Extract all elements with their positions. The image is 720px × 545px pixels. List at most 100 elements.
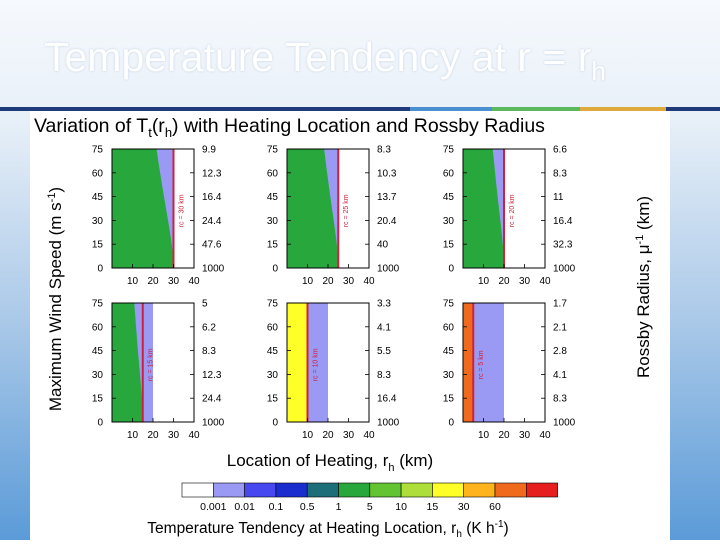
y-tick-label: 0 xyxy=(97,418,103,429)
x-tick-label: 20 xyxy=(147,276,159,287)
right-tick-label: 5.5 xyxy=(377,346,391,357)
right-tick-label: 1000 xyxy=(202,264,225,275)
y-axis-label: Maximum Wind Speed (m s-1) xyxy=(46,187,65,411)
colorbar-swatch xyxy=(494,482,527,498)
right-tick-label: 12.3 xyxy=(202,370,222,381)
y-tick-label: 45 xyxy=(267,192,279,203)
y-tick-label: 75 xyxy=(443,145,455,156)
colorbar-tick-label: 0.001 xyxy=(200,501,226,513)
right-tick-label: 13.7 xyxy=(377,192,397,203)
y-tick-label: 30 xyxy=(443,216,455,227)
right-tick-label: 4.1 xyxy=(553,370,567,381)
contour-band xyxy=(287,303,308,422)
colorbar-swatch xyxy=(463,482,496,498)
colorbar-tick-label: 10 xyxy=(395,501,407,513)
x-tick-label: 30 xyxy=(519,430,531,441)
x-tick-label: 10 xyxy=(127,430,139,441)
colorbar-tick-label: 60 xyxy=(489,501,501,513)
x-tick-label: 20 xyxy=(322,276,334,287)
y-tick-label: 0 xyxy=(97,264,103,275)
y-tick-label: 30 xyxy=(92,370,104,381)
right-tick-label: 1000 xyxy=(377,418,400,429)
contour-band xyxy=(463,303,474,422)
figure-panel: Variation of Tt(rh) with Heating Locatio… xyxy=(30,111,670,540)
right-tick-label: 32.3 xyxy=(553,240,573,251)
right-tick-label: 9.9 xyxy=(202,145,216,156)
y-tick-label: 15 xyxy=(443,240,455,251)
right-tick-label: 1000 xyxy=(553,418,576,429)
colorbar: 0.001 0.01 0.1 0.5 1 5 10 15 30 60 xyxy=(181,482,558,513)
accent-segment xyxy=(666,107,720,111)
y-tick-label: 15 xyxy=(267,394,279,405)
right-tick-label: 20.4 xyxy=(377,216,397,227)
rc-label: rc = 10 km xyxy=(313,348,320,381)
x-tick-label: 30 xyxy=(343,276,355,287)
contour-band xyxy=(112,149,174,268)
chart-figure: Variation of Tt(rh) with Heating Locatio… xyxy=(34,115,653,540)
accent-segment xyxy=(580,107,666,111)
contour-band xyxy=(463,149,504,268)
x-tick-label: 10 xyxy=(302,276,314,287)
y-tick-label: 60 xyxy=(267,322,279,333)
right-tick-label: 2.8 xyxy=(553,346,567,357)
colorbar-tick-label: 30 xyxy=(458,501,470,513)
right-tick-label: 16.4 xyxy=(553,216,573,227)
y-tick-label: 15 xyxy=(267,240,279,251)
right-tick-label: 8.3 xyxy=(202,346,216,357)
colorbar-tick-label: 0.01 xyxy=(234,501,255,513)
y-tick-label: 60 xyxy=(443,322,455,333)
y-tick-label: 75 xyxy=(267,299,279,310)
right-tick-label: 8.3 xyxy=(553,394,567,405)
plot-panel: rc = 20 km 10 20 30 40 0 1000 15 32.3 30 16.4 45 11 6… xyxy=(443,145,576,288)
x-tick-label: 10 xyxy=(302,430,314,441)
right-tick-label: 1000 xyxy=(377,264,400,275)
colorbar-tick-label: 0.1 xyxy=(269,501,284,513)
colorbar-tick-label: 15 xyxy=(427,501,439,513)
x-tick-label: 10 xyxy=(478,430,490,441)
colorbar-swatch xyxy=(338,482,371,498)
y-tick-label: 30 xyxy=(267,216,279,227)
y-tick-label: 75 xyxy=(92,299,104,310)
rc-label: rc = 15 km xyxy=(148,348,155,381)
y-tick-label: 30 xyxy=(443,370,455,381)
y-tick-label: 60 xyxy=(267,168,279,179)
right-tick-label: 3.3 xyxy=(377,299,391,310)
right-tick-label: 2.1 xyxy=(553,322,567,333)
colorbar-swatch xyxy=(213,482,245,498)
x-tick-label: 20 xyxy=(322,430,334,441)
x-tick-label: 30 xyxy=(168,430,180,441)
y-tick-label: 45 xyxy=(267,346,279,357)
title-accent-bar xyxy=(410,107,720,111)
y-tick-label: 75 xyxy=(443,299,455,310)
colorbar-tick-label: 1 xyxy=(336,501,342,513)
colorbar-swatch xyxy=(275,482,308,498)
right-tick-label: 16.4 xyxy=(377,394,397,405)
plot-panel: rc = 25 km 10 20 30 40 0 1000 15 40 30 20.4 45 13.7 6… xyxy=(267,145,400,288)
rc-label: rc = 5 km xyxy=(478,350,485,379)
rc-label: rc = 20 km xyxy=(509,194,516,227)
contour-band xyxy=(112,303,143,422)
y-tick-label: 15 xyxy=(92,240,104,251)
y-tick-label: 0 xyxy=(448,264,454,275)
x-tick-label: 30 xyxy=(519,276,531,287)
x-tick-label: 40 xyxy=(188,430,200,441)
rc-label: rc = 25 km xyxy=(343,194,350,227)
right-axis-label: Rossby Radius, μ-1 (km) xyxy=(634,196,653,378)
right-tick-label: 8.3 xyxy=(377,145,391,156)
y-tick-label: 15 xyxy=(92,394,104,405)
y-tick-label: 0 xyxy=(272,264,278,275)
colorbar-tick-label: 5 xyxy=(367,501,373,513)
y-tick-label: 45 xyxy=(92,192,104,203)
y-tick-label: 45 xyxy=(443,192,455,203)
right-tick-label: 8.3 xyxy=(377,370,391,381)
right-tick-label: 1.7 xyxy=(553,299,567,310)
y-tick-label: 75 xyxy=(267,145,279,156)
rc-label: rc = 30 km xyxy=(179,194,186,227)
right-tick-label: 16.4 xyxy=(202,192,222,203)
x-tick-label: 20 xyxy=(147,430,159,441)
right-tick-label: 6.6 xyxy=(553,145,567,156)
colorbar-swatch xyxy=(432,482,464,498)
x-tick-label: 40 xyxy=(539,430,551,441)
x-tick-label: 30 xyxy=(343,430,355,441)
right-tick-label: 6.2 xyxy=(202,322,216,333)
